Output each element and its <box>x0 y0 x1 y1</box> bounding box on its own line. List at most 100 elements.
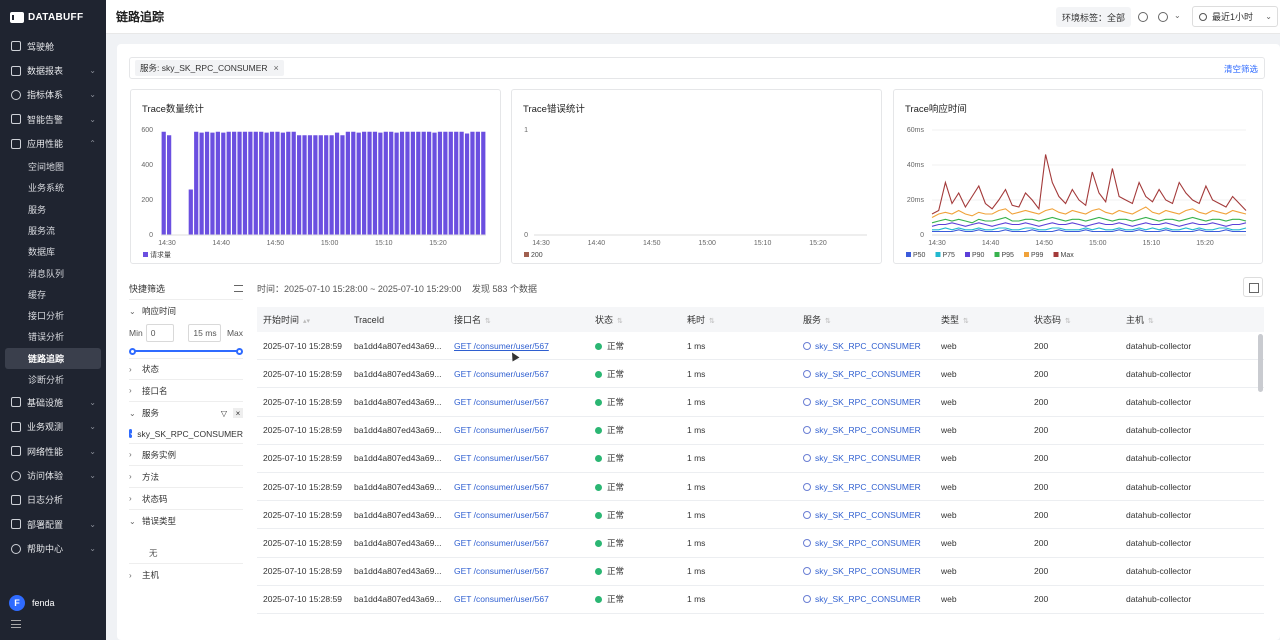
filter-toggle-icon[interactable] <box>234 285 243 292</box>
filter-group-method[interactable]: › 方法 <box>129 466 243 488</box>
max-input[interactable]: 15 ms <box>188 324 221 342</box>
nav-item-help[interactable]: 帮助中心 ⌄ <box>0 537 106 561</box>
table-row[interactable]: 2025-07-10 15:28:59 ba1dd4a807ed43a69... G… <box>257 558 1264 586</box>
clear-filter-link[interactable]: 清空筛选 <box>1223 64 1258 74</box>
trace-id-cell[interactable]: ba1dd4a807ed43a69... <box>354 425 442 436</box>
service-link[interactable]: sky_SK_RPC_CONSUMER <box>797 510 935 520</box>
nav-sub-item[interactable]: 服务流 <box>28 225 56 236</box>
filter-group-instance[interactable]: › 服务实例 <box>129 444 243 466</box>
column-header[interactable]: 接口名 ⇅ <box>448 313 589 326</box>
sort-icon[interactable]: ⇅ <box>709 317 715 325</box>
bar[interactable] <box>367 131 372 235</box>
nav-item-report[interactable]: 数据报表 ⌄ <box>0 58 106 82</box>
filter-group-host[interactable]: › 主机 <box>129 564 243 586</box>
legend-label[interactable]: Max <box>1061 252 1075 259</box>
bar[interactable] <box>199 132 204 235</box>
bar[interactable] <box>286 131 291 235</box>
bar[interactable] <box>464 133 470 236</box>
bar[interactable] <box>432 132 437 235</box>
filter-group-endpoint[interactable]: › 接口名 <box>129 380 243 402</box>
service-link[interactable]: sky_SK_RPC_CONSUMER <box>797 538 935 548</box>
bar[interactable] <box>345 131 350 235</box>
service-link[interactable]: sky_SK_RPC_CONSUMER <box>797 341 935 351</box>
nav-sub-item[interactable]: 服务 <box>28 204 47 215</box>
nav-item-infra[interactable]: 基础设施 ⌄ <box>0 390 106 414</box>
slider-min-handle[interactable] <box>129 347 136 355</box>
service-link[interactable]: sky_SK_RPC_CONSUMER <box>797 369 935 379</box>
close-icon[interactable]: × <box>273 63 279 73</box>
trace-id-cell[interactable]: ba1dd4a807ed43a69... <box>354 340 442 351</box>
nav-sub-item[interactable]: 诊断分析 <box>28 375 65 386</box>
filter-chip[interactable]: 服务: sky_SK_RPC_CONSUMER × <box>135 60 284 76</box>
nav-item-app[interactable]: 应用性能 ⌃ <box>0 132 106 156</box>
bar[interactable] <box>399 131 405 235</box>
chevron-down-icon[interactable]: ⌄ <box>1174 11 1181 20</box>
bar[interactable] <box>362 131 367 235</box>
bar[interactable] <box>291 131 296 235</box>
service-link[interactable]: sky_SK_RPC_CONSUMER <box>797 453 935 463</box>
bar[interactable] <box>226 131 231 235</box>
column-settings-button[interactable] <box>1243 277 1263 297</box>
bar[interactable] <box>232 131 237 235</box>
bar[interactable] <box>259 131 264 235</box>
trace-id-cell[interactable]: ba1dd4a807ed43a69... <box>354 594 442 605</box>
bar[interactable] <box>237 131 242 235</box>
filter-group-status-code[interactable]: › 状态码 <box>129 488 243 510</box>
table-row[interactable]: 2025-07-10 15:28:59 ba1dd4a807ed43a69... G… <box>257 445 1264 473</box>
endpoint-link[interactable]: GET /consumer/user/567 <box>454 481 549 492</box>
bar[interactable] <box>215 131 220 235</box>
legend-label[interactable]: P95 <box>1002 252 1015 259</box>
bar[interactable] <box>204 131 210 235</box>
bar[interactable] <box>334 132 340 235</box>
nav-item-business[interactable]: 业务观测 ⌄ <box>0 415 106 439</box>
bar[interactable] <box>443 131 448 235</box>
bar[interactable] <box>421 131 426 235</box>
bar[interactable] <box>210 132 215 235</box>
bar[interactable] <box>372 131 378 235</box>
bar[interactable] <box>481 131 486 235</box>
trace-id-cell[interactable]: ba1dd4a807ed43a69... <box>354 453 442 464</box>
series-line-p95[interactable] <box>931 216 1247 224</box>
legend-label[interactable]: P50 <box>913 252 926 259</box>
logo[interactable]: DATABUFF <box>0 0 106 34</box>
nav-sub-item[interactable]: 错误分析 <box>28 332 65 343</box>
trace-id-cell[interactable]: ba1dd4a807ed43a69... <box>354 566 442 577</box>
sort-icon[interactable]: ⇅ <box>1148 317 1154 325</box>
nav-sub-item[interactable]: 消息队列 <box>28 268 65 279</box>
column-header[interactable]: 状态码 ⇅ <box>1028 313 1120 326</box>
bar[interactable] <box>394 132 399 235</box>
bar[interactable] <box>356 132 361 235</box>
time-range-picker[interactable]: 最近1小时 ⌄ <box>1192 6 1278 27</box>
bar[interactable] <box>340 135 345 235</box>
bar[interactable] <box>188 189 193 236</box>
min-input[interactable]: 0 <box>145 324 175 342</box>
env-tag-select[interactable]: 环境标签： 全部 <box>1056 7 1132 27</box>
trace-id-cell[interactable]: ba1dd4a807ed43a69... <box>354 537 442 548</box>
table-row[interactable]: 2025-07-10 15:28:59 ba1dd4a807ed43a69... G… <box>257 473 1264 502</box>
endpoint-link[interactable]: GET /consumer/user/567 <box>454 453 549 464</box>
endpoint-link[interactable]: GET /consumer/user/567 <box>454 509 549 520</box>
legend-label[interactable]: P99 <box>1031 252 1044 259</box>
bar[interactable] <box>448 131 453 235</box>
sort-icon[interactable]: ⇅ <box>617 317 623 325</box>
series-line-p99[interactable] <box>931 206 1247 218</box>
nav-sub-item[interactable]: 链路追踪 <box>5 347 101 369</box>
refresh-icon[interactable] <box>1158 12 1168 22</box>
service-link[interactable]: sky_SK_RPC_CONSUMER <box>797 397 935 407</box>
endpoint-link[interactable]: GET /consumer/user/567 <box>454 396 549 407</box>
collapse-sidebar-icon[interactable] <box>11 620 21 628</box>
service-link[interactable]: sky_SK_RPC_CONSUMER <box>797 594 935 604</box>
nav-item-alarm[interactable]: 智能告警 ⌄ <box>0 107 106 131</box>
sort-icon[interactable]: ⇅ <box>963 317 969 325</box>
bar[interactable] <box>280 132 285 235</box>
series-line-p75[interactable] <box>932 227 1247 231</box>
bar[interactable] <box>275 131 280 235</box>
nav-item-experience[interactable]: 访问体验 ⌄ <box>0 463 106 487</box>
bar[interactable] <box>194 131 199 235</box>
filter-icon[interactable]: ▽ <box>220 408 228 418</box>
bar[interactable] <box>269 131 275 235</box>
bar[interactable] <box>427 131 432 235</box>
nav-sub-item[interactable]: 空间地图 <box>28 162 65 173</box>
bar[interactable] <box>264 132 269 235</box>
sort-icon[interactable]: ⇅ <box>1065 317 1071 325</box>
